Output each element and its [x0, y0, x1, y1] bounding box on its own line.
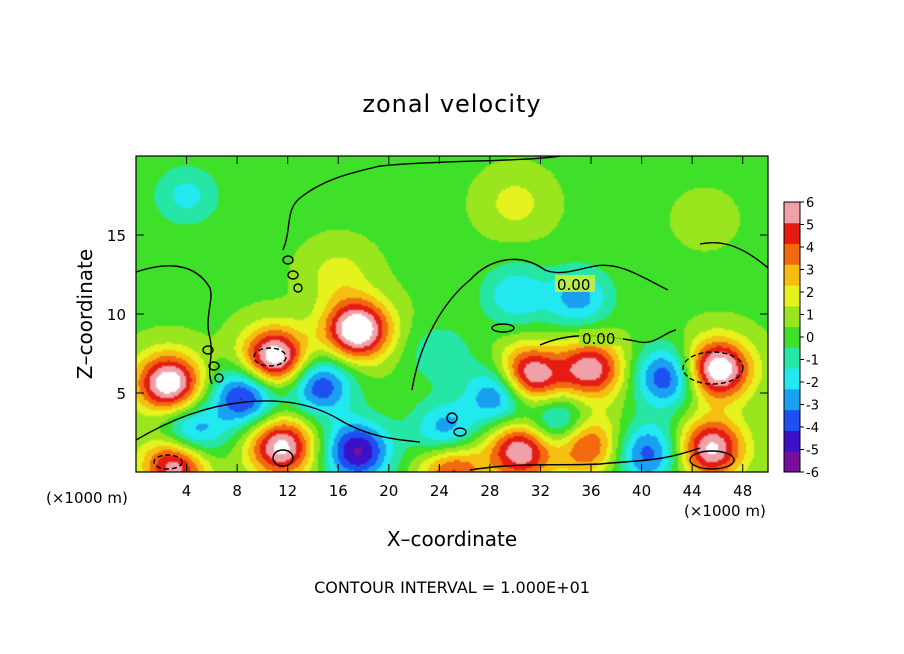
zero-contour-upper — [136, 265, 213, 385]
x-tick-label: 24 — [430, 482, 449, 500]
y-axis-ticks: 5 10 15 — [107, 227, 768, 403]
contour-label-lower: 0.00 — [582, 330, 615, 348]
colorbar-tick-label: 0 — [806, 331, 814, 346]
x-tick-label: 48 — [733, 482, 752, 500]
zero-contour-right — [699, 241, 768, 269]
colorbar-swatch — [784, 368, 800, 390]
x-tick-label: 44 — [683, 482, 702, 500]
colorbar-swatch — [784, 326, 800, 348]
colorbar-swatch — [784, 202, 800, 224]
colorbar-swatch — [784, 388, 800, 411]
heatmap-field — [136, 156, 768, 472]
zero-contour-lower — [469, 447, 701, 471]
contour-interval-note: CONTOUR INTERVAL = 1.000E+01 — [314, 578, 590, 597]
colorbar-tick-label: 5 — [806, 219, 814, 234]
colorbar-tick-label: 3 — [806, 264, 814, 279]
colorbar-tick-label: -5 — [806, 444, 819, 459]
colorbar: 6 5 4 3 2 1 0 -1 -2 -3 -4 -5 -6 — [783, 196, 819, 481]
colorbar-tick-label: -3 — [806, 399, 819, 414]
colorbar-swatch — [784, 430, 800, 452]
x-tick-label: 36 — [581, 482, 600, 500]
colorbar-tick-label: -4 — [806, 421, 819, 436]
colorbar-swatch — [784, 264, 800, 286]
colorbar-tick-label: 4 — [806, 241, 814, 256]
colorbar-swatch — [784, 305, 800, 328]
x-tick-label: 12 — [278, 482, 297, 500]
x-tick-label: 8 — [232, 482, 242, 500]
zero-contour-mid-right — [539, 329, 677, 346]
x-axis-ticks: 4 8 12 16 20 24 28 32 36 40 44 48 — [182, 156, 752, 500]
colorbar-tick-label: 1 — [806, 309, 814, 324]
plot-area: 0.00 0.00 — [135, 155, 769, 473]
x-tick-label: 28 — [480, 482, 499, 500]
x-tick-label: 32 — [531, 482, 550, 500]
y-tick-label: 10 — [107, 306, 126, 324]
y-tick-label: 5 — [116, 385, 126, 403]
y-tick-label: 15 — [107, 227, 126, 245]
colorbar-swatch — [784, 347, 800, 369]
colorbar-swatch — [784, 243, 800, 265]
zero-contour-mid — [282, 156, 561, 251]
zero-contour-ring — [136, 400, 421, 443]
colorbar-swatch — [784, 285, 800, 307]
colorbar-tick-label: -1 — [806, 354, 819, 369]
contour-labels: 0.00 0.00 — [555, 275, 623, 348]
x-tick-label: 40 — [632, 482, 651, 500]
x-tick-label: 16 — [329, 482, 348, 500]
contour-label-upper: 0.00 — [557, 276, 590, 294]
y-axis-title: Z–coordinate — [73, 249, 97, 379]
colorbar-tick-label: -2 — [806, 376, 819, 391]
colorbar-swatch — [784, 222, 800, 245]
x-unit-label-right: (×1000 m) — [684, 502, 766, 520]
x-axis-title: X–coordinate — [387, 527, 517, 551]
colorbar-swatch — [784, 451, 800, 473]
colorbar-swatch — [784, 409, 800, 431]
colorbar-tick-label: 6 — [806, 196, 814, 211]
x-tick-label: 20 — [379, 482, 398, 500]
contour-lines — [136, 156, 768, 471]
x-unit-label-left: (×1000 m) — [46, 489, 128, 507]
colorbar-tick-label: -6 — [806, 466, 819, 481]
zero-contour-bubble — [411, 258, 669, 391]
colorbar-tick-label: 2 — [806, 286, 814, 301]
x-tick-label: 4 — [182, 482, 192, 500]
chart-title: zonal velocity — [362, 90, 541, 118]
